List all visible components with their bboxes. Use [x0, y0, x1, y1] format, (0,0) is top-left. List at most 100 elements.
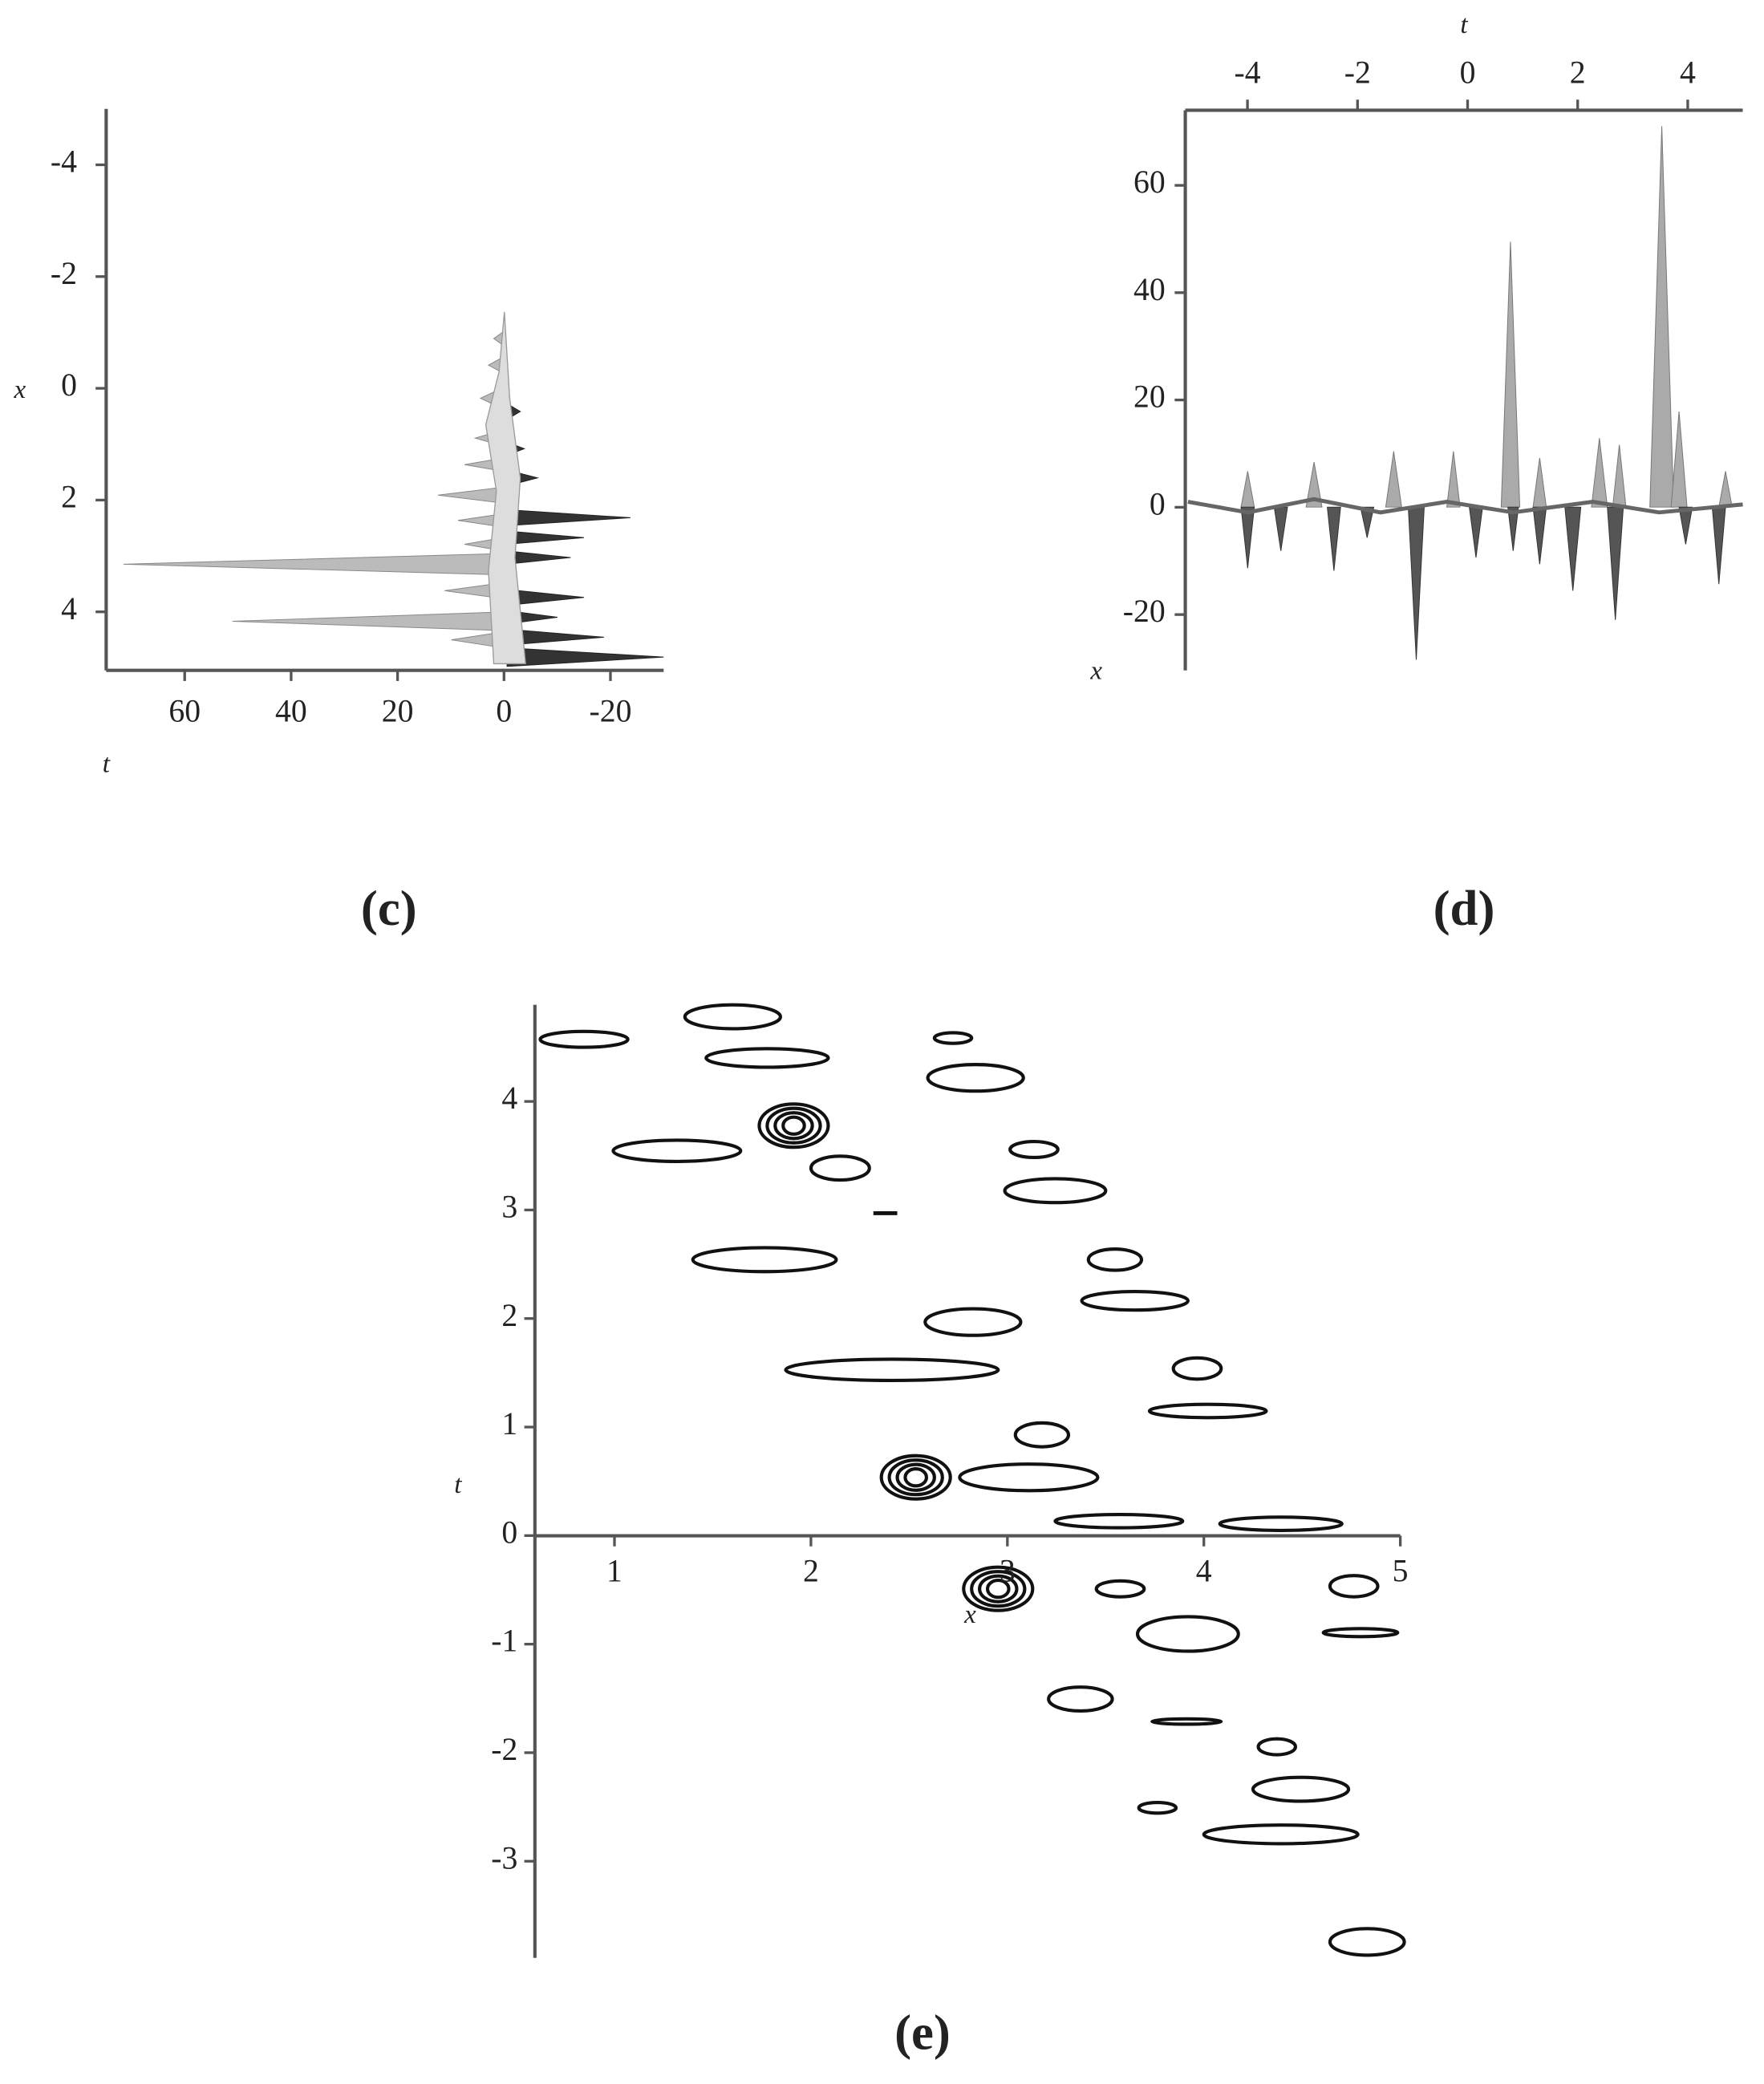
- y-tick-label: 4: [61, 591, 77, 626]
- contour: [1003, 1177, 1108, 1205]
- contour: [1135, 1615, 1240, 1653]
- contour: [903, 1467, 928, 1488]
- x-tick-label: -4: [1235, 55, 1261, 91]
- contour: [765, 1106, 822, 1145]
- x-tick-label: 2: [1570, 55, 1586, 91]
- surface-spike: [1305, 461, 1323, 508]
- surface-spike: [1500, 241, 1521, 508]
- y-tick-label: 2: [61, 480, 77, 515]
- surface-spike: [1408, 506, 1425, 660]
- contour: [1218, 1515, 1344, 1532]
- contour: [704, 1047, 830, 1069]
- contour: [978, 1574, 1019, 1604]
- y-tick-label: 0: [1150, 486, 1166, 521]
- x-tick-label: -2: [1344, 55, 1371, 91]
- y-tick-label: 0: [61, 367, 77, 403]
- contour: [1053, 1512, 1185, 1530]
- contour: [784, 1357, 1000, 1382]
- contour: [683, 1003, 782, 1031]
- surface-spike: [232, 611, 504, 631]
- y-tick-label: 40: [1133, 272, 1166, 307]
- contour: [781, 1115, 806, 1136]
- x-tick-label: 40: [275, 693, 307, 728]
- surface-spike: [1678, 506, 1693, 545]
- contour: [926, 1063, 1025, 1093]
- x-tick-label: 1: [606, 1554, 622, 1589]
- y-tick-label: -20: [1123, 594, 1166, 629]
- x-tick-label: 4: [1196, 1554, 1212, 1589]
- contour: [1328, 1574, 1380, 1599]
- contour: [1150, 1717, 1223, 1726]
- surface-spike: [506, 509, 631, 526]
- contour: [962, 1565, 1035, 1612]
- surface-spike: [123, 553, 504, 576]
- surface-spike: [437, 486, 504, 504]
- y-tick-label: -2: [491, 1732, 517, 1767]
- contour: [1321, 1627, 1400, 1639]
- contour: [1256, 1737, 1297, 1757]
- y-tick-label: 20: [1133, 379, 1166, 415]
- x-tick-label: 20: [382, 693, 414, 728]
- contour: [985, 1579, 1011, 1599]
- x-axis-label: x: [963, 1600, 976, 1629]
- surface-ridge: [485, 311, 526, 665]
- contour: [958, 1462, 1100, 1493]
- y-tick-label: 1: [501, 1406, 517, 1441]
- contour: [773, 1111, 814, 1141]
- contour: [970, 1570, 1027, 1608]
- panel-caption: (d): [1434, 880, 1495, 936]
- surface-base: [1187, 497, 1743, 515]
- surface-spike: [1360, 506, 1375, 538]
- contour: [923, 1307, 1023, 1337]
- y-tick-label: -3: [491, 1840, 517, 1875]
- contour: [1013, 1421, 1071, 1449]
- y-tick-label: 60: [1133, 164, 1166, 200]
- contour: [809, 1154, 871, 1182]
- contour: [1171, 1356, 1223, 1381]
- y-tick-label: 2: [501, 1298, 517, 1333]
- surface-spike: [1670, 412, 1688, 508]
- contour: [1080, 1290, 1190, 1312]
- contour: [538, 1029, 630, 1049]
- contour: [611, 1138, 743, 1163]
- surface-spike: [506, 647, 664, 667]
- contour: [1328, 1927, 1406, 1957]
- y-tick-label: -1: [491, 1624, 517, 1659]
- surface-spike: [1607, 506, 1624, 620]
- surface-spike: [1591, 438, 1608, 508]
- contour: [1147, 1402, 1268, 1420]
- surface-spike: [1564, 506, 1582, 591]
- contour: [1086, 1247, 1144, 1272]
- surface-spike: [1240, 506, 1255, 569]
- surface-spike: [1507, 506, 1519, 551]
- x-tick-label: -20: [590, 693, 632, 728]
- contour: [1094, 1579, 1146, 1599]
- surface-spike: [1711, 506, 1726, 585]
- contour: [691, 1246, 838, 1274]
- y-axis-label: x: [1089, 657, 1102, 686]
- contour: [1202, 1823, 1360, 1846]
- y-tick-label: -4: [51, 144, 77, 180]
- surface-spike: [1532, 457, 1547, 508]
- x-tick-label: 3: [1000, 1554, 1016, 1589]
- contour: [887, 1458, 944, 1497]
- contour: [1251, 1775, 1351, 1803]
- y-tick-label: 0: [501, 1514, 517, 1550]
- contour: [757, 1102, 830, 1149]
- x-tick-label: 60: [168, 693, 201, 728]
- x-tick-label: 2: [803, 1554, 819, 1589]
- surface-spike: [506, 530, 585, 545]
- contour: [895, 1462, 936, 1492]
- surface-spike: [1273, 506, 1288, 551]
- x-tick-label: 4: [1680, 55, 1696, 91]
- x-tick-label: 0: [1460, 55, 1476, 91]
- surface-spike: [1385, 451, 1402, 508]
- contour: [1137, 1801, 1178, 1815]
- contour: [1047, 1685, 1114, 1713]
- y-tick-label: 4: [501, 1081, 517, 1116]
- surface-spike: [1612, 444, 1627, 508]
- surface-spike: [1240, 471, 1255, 508]
- y-axis-label: t: [454, 1470, 462, 1499]
- surface-spike: [1718, 471, 1733, 508]
- surface-spike: [1327, 506, 1341, 571]
